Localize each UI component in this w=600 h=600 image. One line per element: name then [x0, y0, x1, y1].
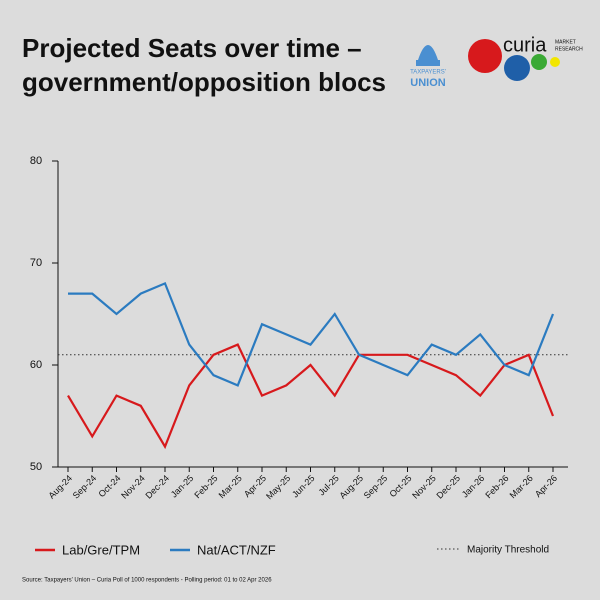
y-tick-label: 80 [30, 155, 42, 167]
taxpayers-logo: TAXPAYERS' UNION [410, 45, 446, 89]
logo-circle [550, 57, 560, 67]
logo-dome [418, 45, 438, 60]
logo-text: UNION [410, 77, 446, 89]
source: Source: Taxpayers' Union – Curia Poll of… [22, 578, 272, 584]
logo-text: MARKET [555, 39, 576, 45]
x-tick-label: Feb-25 [192, 473, 219, 500]
logo-base [416, 60, 440, 66]
x-tick-label: Mar-26 [508, 473, 535, 500]
y-tick-label: 70 [30, 257, 42, 269]
legend-label: Majority Threshold [467, 545, 549, 556]
x-tick-label: Apr-26 [533, 473, 559, 499]
x-tick-label: Jan-26 [460, 473, 487, 500]
x-tick-label: May-25 [264, 473, 292, 501]
series-line [67, 343, 555, 450]
x-tick-label: Oct-24 [96, 473, 122, 499]
x-tick-label: Aug-24 [46, 473, 74, 501]
legend-label: Lab/Gre/TPM [62, 542, 140, 557]
series-line [68, 281, 555, 387]
x-tick-label: Feb-26 [483, 473, 510, 500]
curia-logo: curia MARKET RESEARCH [468, 34, 583, 81]
legend-label: Nat/ACT/NZF [197, 542, 276, 557]
x-tick-label: Oct-25 [387, 473, 413, 499]
x-tick-label: Dec-24 [144, 473, 172, 501]
y-tick-label: 60 [30, 359, 42, 371]
x-tick-label: Jan-25 [169, 473, 196, 500]
logo-circle [468, 39, 502, 73]
x-tick-label: Aug-25 [337, 473, 365, 501]
x-tick-label: Dec-25 [435, 473, 463, 501]
logo-text: RESEARCH [555, 46, 583, 52]
x-tick-label: Jun-25 [290, 473, 317, 500]
x-tick-label: Nov-25 [410, 473, 438, 501]
logo-text: TAXPAYERS' [410, 70, 446, 76]
logo-text: curia [503, 34, 547, 56]
x-tick-label: Sep-25 [362, 473, 390, 501]
x-tick-label: Nov-24 [119, 473, 147, 501]
x-tick-label: Sep-24 [71, 473, 99, 501]
x-tick-label: Mar-25 [217, 473, 244, 500]
chart-title: government/opposition blocs [22, 67, 386, 97]
chart-title: Projected Seats over time – [22, 33, 362, 63]
logo-circle [504, 55, 530, 81]
y-tick-label: 50 [30, 461, 42, 473]
logo-circle [531, 54, 547, 70]
